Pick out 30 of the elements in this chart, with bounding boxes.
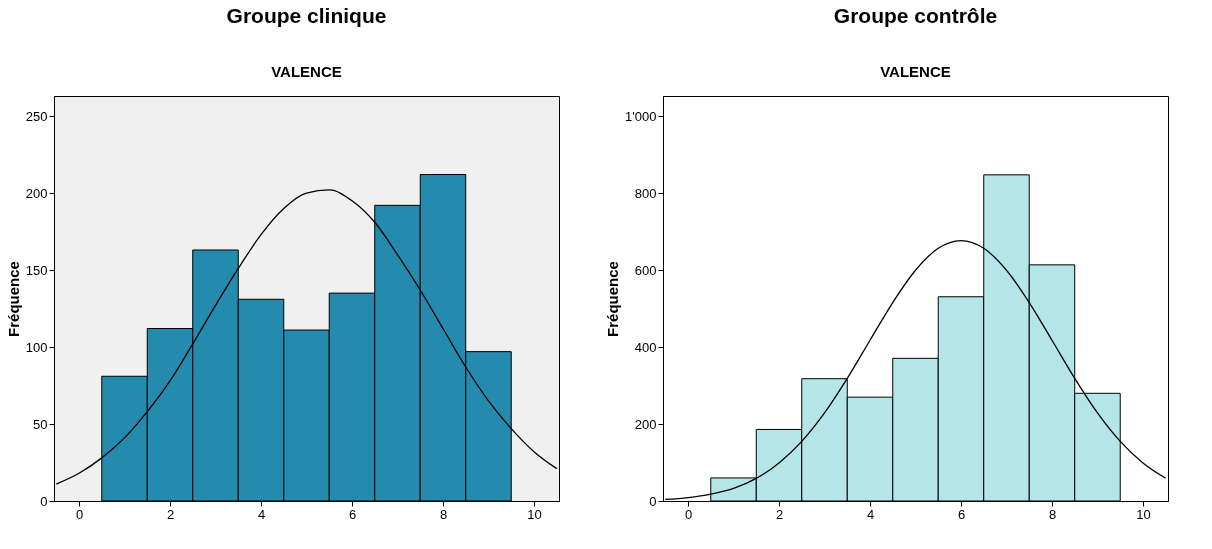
y-tick-label: 100 bbox=[25, 339, 48, 355]
chart-subtitle: VALENCE bbox=[880, 63, 951, 80]
x-tick-label: 4 bbox=[257, 506, 266, 522]
y-axis-title: Fréquence bbox=[604, 261, 622, 337]
chart-title: Groupe clinique bbox=[226, 4, 387, 27]
x-tick-label: 6 bbox=[348, 506, 357, 522]
y-tick-label: 150 bbox=[25, 262, 48, 278]
y-tick-label: 800 bbox=[634, 185, 657, 201]
x-tick-label: 0 bbox=[75, 506, 84, 522]
x-tick-label: 2 bbox=[775, 506, 784, 522]
chart-subtitle: VALENCE bbox=[271, 63, 342, 80]
y-axis-title: Fréquence bbox=[4, 261, 22, 337]
x-tick-label: 8 bbox=[1048, 506, 1057, 522]
y-tick-label: 0 bbox=[40, 493, 48, 509]
x-tick-label: 10 bbox=[527, 506, 542, 522]
chart-title: Groupe contrôle bbox=[833, 4, 998, 27]
y-tick-label: 400 bbox=[634, 339, 657, 355]
y-tick-label: 200 bbox=[634, 416, 657, 432]
y-tick-label: 250 bbox=[25, 108, 48, 124]
y-tick-label: 0 bbox=[649, 493, 657, 509]
x-tick-label: 4 bbox=[866, 506, 875, 522]
x-tick-label: 8 bbox=[439, 506, 448, 522]
x-tick-label: 10 bbox=[1136, 506, 1151, 522]
y-tick-label: 200 bbox=[25, 185, 48, 201]
y-tick-label: 1'000 bbox=[625, 108, 657, 124]
x-tick-label: 0 bbox=[684, 506, 693, 522]
y-tick-label: 50 bbox=[33, 416, 48, 432]
y-tick-label: 600 bbox=[634, 262, 657, 278]
x-tick-label: 6 bbox=[957, 506, 966, 522]
x-tick-label: 2 bbox=[166, 506, 175, 522]
